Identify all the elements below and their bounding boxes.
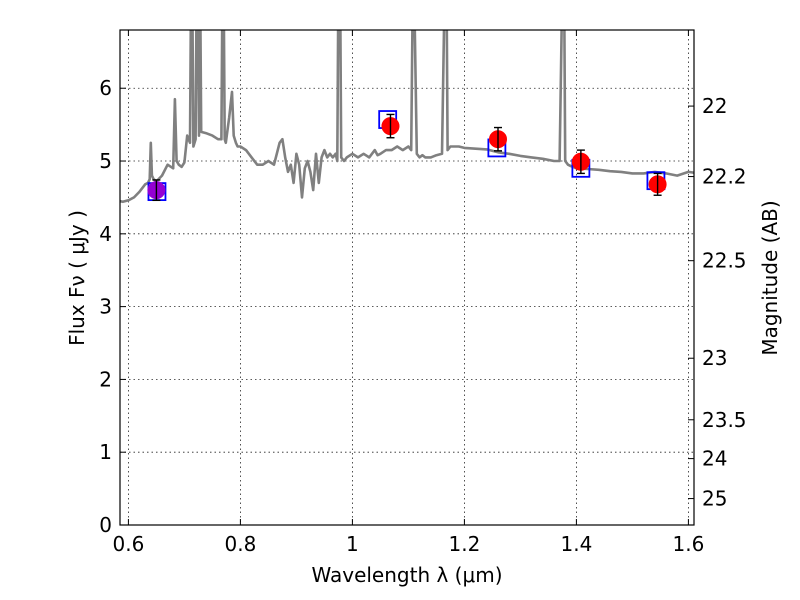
grid (120, 30, 694, 526)
x-tick-label: 0.8 (224, 532, 256, 556)
y-tick-label: 3 (99, 295, 112, 319)
y-tick-label: 6 (99, 76, 112, 100)
y-tick-label: 0 (99, 513, 112, 537)
x-axis-label: Wavelength λ (μm) (311, 563, 502, 587)
mag-tick-label: 24 (702, 447, 727, 471)
y-axis-label: Flux Fν ( μJy ) (65, 210, 89, 346)
x-tick-label: 1.4 (560, 532, 592, 556)
y-tick-label: 2 (99, 367, 112, 391)
mag-tick-label: 23.5 (702, 408, 747, 432)
mag-tick-label: 22 (702, 94, 727, 118)
x-tick-label: 1 (346, 532, 359, 556)
right-axis-label: Magnitude (AB) (758, 200, 782, 355)
axes-frame (119, 29, 695, 526)
y-tick-label: 5 (99, 149, 112, 173)
mag-tick-label: 22.5 (702, 249, 747, 273)
plot-area (120, 30, 694, 204)
y-tick-label: 1 (99, 440, 112, 464)
x-tick-label: 0.6 (112, 532, 144, 556)
mag-tick-label: 22.2 (702, 165, 747, 189)
x-tick-label: 1.6 (672, 532, 704, 556)
x-tick-label: 1.2 (448, 532, 480, 556)
mag-tick-label: 25 (702, 487, 727, 511)
y-tick-label: 4 (99, 222, 112, 246)
ticks: 0.6 0.8 1 1.2 1.4 1.601234562222.222.52323.52… (99, 30, 747, 556)
mag-tick-label: 23 (702, 346, 727, 370)
